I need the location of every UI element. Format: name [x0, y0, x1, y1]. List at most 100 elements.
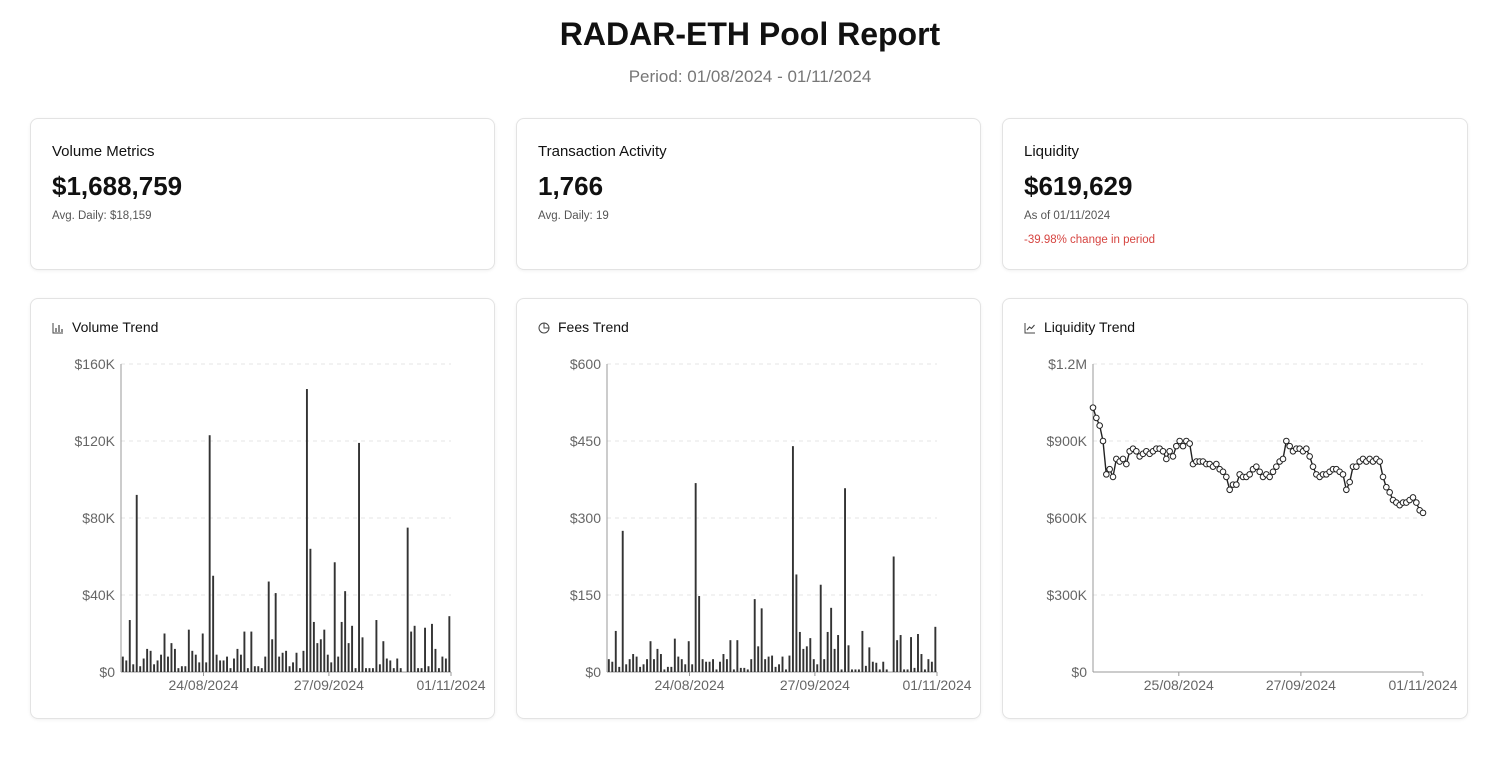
bar	[139, 666, 142, 672]
bar	[906, 669, 909, 672]
data-point	[1106, 465, 1113, 473]
bar	[823, 659, 826, 672]
data-point	[1253, 463, 1260, 470]
bar	[649, 641, 652, 672]
bar	[663, 669, 666, 672]
bar	[802, 648, 805, 672]
bar	[712, 659, 714, 672]
bar	[757, 646, 760, 672]
bar	[319, 639, 322, 672]
bar	[691, 664, 694, 672]
data-point	[1279, 455, 1287, 463]
y-tick-label: $450	[570, 433, 601, 449]
bar	[219, 660, 222, 672]
y-tick-label: $160K	[75, 356, 116, 372]
page-title: RADAR-ETH Pool Report	[559, 16, 941, 52]
y-tick-label: $600K	[1047, 510, 1088, 526]
bar	[767, 656, 770, 672]
bar	[625, 664, 628, 672]
data-point	[1176, 437, 1183, 445]
data-point	[1159, 447, 1167, 455]
bar	[368, 668, 371, 672]
bar	[680, 659, 683, 672]
bar	[715, 669, 718, 672]
bar	[628, 659, 631, 672]
data-point	[1219, 468, 1227, 476]
data-point	[1419, 509, 1427, 517]
data-point	[1306, 453, 1313, 460]
bar	[677, 656, 680, 672]
bar	[854, 669, 857, 672]
bar	[729, 640, 732, 672]
bar	[371, 668, 374, 672]
bar	[417, 668, 420, 672]
bar	[743, 667, 746, 672]
bar	[399, 668, 402, 672]
avg-daily-volume: Avg. Daily: $18,159	[52, 210, 152, 222]
bar	[670, 666, 673, 672]
bar	[382, 641, 385, 672]
data-point	[1376, 458, 1383, 465]
bar	[694, 483, 697, 672]
data-point	[1179, 442, 1187, 450]
bar	[441, 656, 444, 672]
bar	[187, 629, 190, 672]
bar	[392, 668, 395, 672]
bar	[739, 667, 742, 672]
bar	[781, 656, 784, 672]
bar	[837, 635, 840, 672]
bar	[198, 662, 201, 672]
bar	[725, 659, 728, 672]
bar	[774, 666, 777, 672]
bar	[448, 616, 451, 672]
bar	[365, 668, 367, 672]
bar	[305, 389, 308, 672]
bar	[659, 654, 662, 672]
bar	[153, 664, 156, 672]
bar	[903, 669, 906, 672]
data-point	[1266, 473, 1273, 481]
bar	[434, 648, 437, 672]
x-tick-label: 27/09/2024	[780, 677, 850, 693]
bar	[805, 646, 808, 672]
bar	[330, 662, 333, 672]
data-point	[1379, 473, 1387, 481]
bar	[208, 435, 211, 672]
y-tick-label: $120K	[75, 433, 116, 449]
bar	[701, 659, 704, 672]
bar	[847, 645, 850, 672]
x-tick-label: 27/09/2024	[294, 677, 364, 693]
bar	[708, 661, 711, 672]
bar	[257, 666, 260, 672]
bar	[437, 668, 440, 672]
bar	[646, 659, 648, 672]
data-point	[1283, 437, 1290, 445]
liquidity-trend-card: Liquidity Trend $0 $300K $600K $900K $1.2M 25…	[1002, 298, 1468, 719]
data-point	[1343, 486, 1350, 494]
bar	[795, 574, 798, 672]
total-volume-value: $1,688,759	[52, 171, 183, 201]
bar	[857, 669, 860, 672]
data-point	[1163, 455, 1170, 463]
data-point	[1309, 463, 1317, 470]
bar	[635, 656, 638, 672]
bar	[819, 584, 822, 672]
bar	[337, 656, 340, 672]
total-transactions-value: 1,766	[538, 171, 604, 201]
bar	[830, 607, 833, 672]
transaction-activity-label: Transaction Activity	[538, 143, 667, 160]
bar	[920, 654, 923, 672]
bar	[760, 608, 763, 672]
liquidity-label: Liquidity	[1024, 143, 1080, 160]
bar	[333, 562, 336, 672]
volume-metrics-card: Volume Metrics $1,688,759 Avg. Daily: $1…	[30, 118, 495, 270]
bar	[413, 625, 416, 672]
bar	[812, 659, 815, 672]
y-tick-label: $80K	[82, 510, 115, 526]
volume-trend-chart: $0 $40K $80K $120K $160K 24/08/2024 27/09/2024…	[75, 356, 486, 693]
bar	[875, 662, 878, 672]
liquidity-trend-header: Liquidity Trend	[1024, 319, 1135, 335]
y-tick-label: $300K	[1047, 587, 1088, 603]
bar	[923, 669, 926, 672]
data-point	[1233, 481, 1240, 488]
